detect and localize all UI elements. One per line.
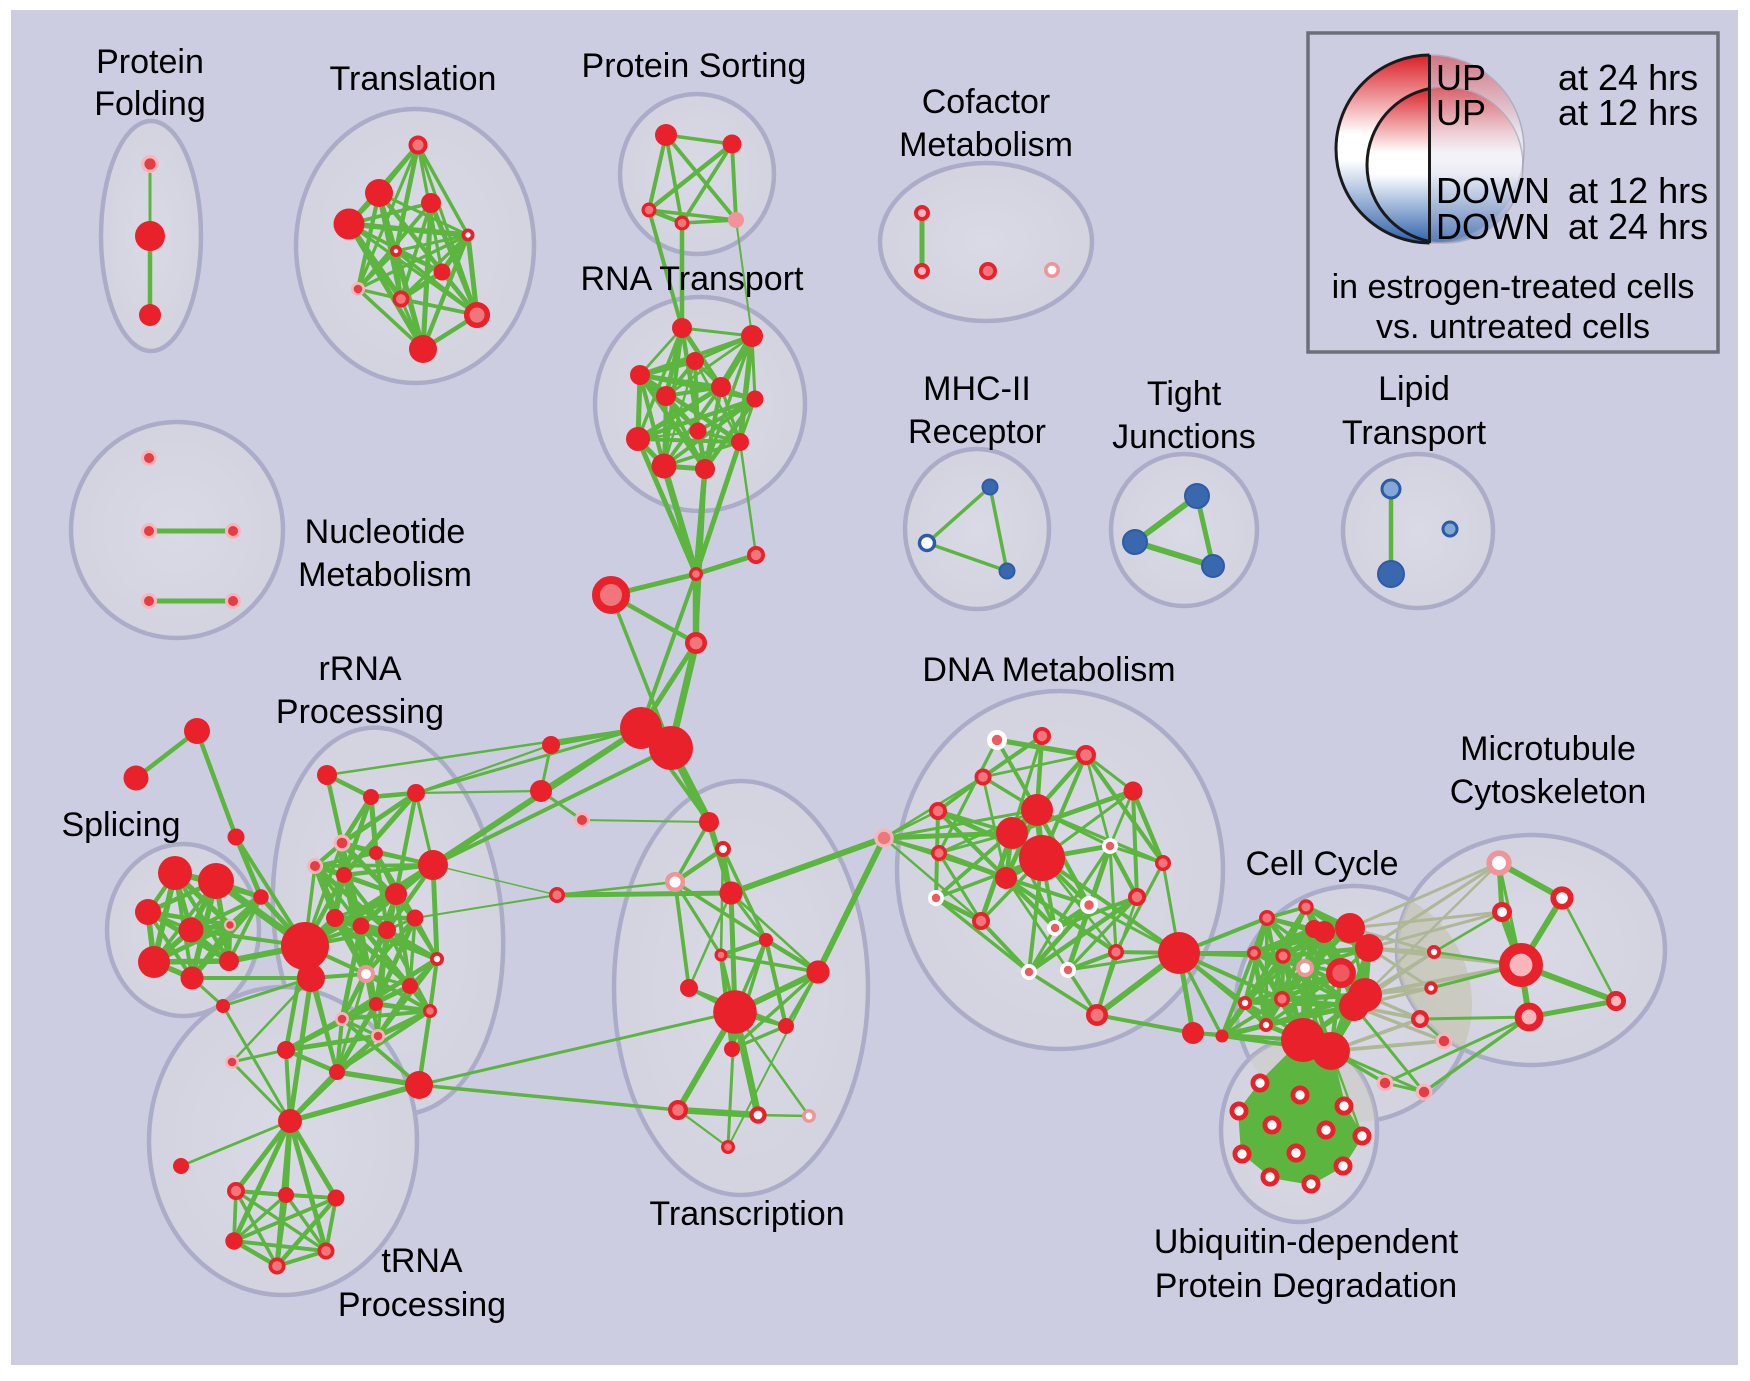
svg-text:Protein Degradation: Protein Degradation: [1155, 1267, 1457, 1305]
svg-text:Cell Cycle: Cell Cycle: [1245, 845, 1398, 883]
svg-text:at 12 hrs: at 12 hrs: [1558, 92, 1698, 133]
svg-text:Receptor: Receptor: [908, 413, 1046, 451]
svg-text:Tight: Tight: [1147, 375, 1222, 413]
svg-text:Transport: Transport: [1342, 414, 1487, 452]
svg-text:MHC-II: MHC-II: [923, 370, 1031, 408]
svg-text:Protein Sorting: Protein Sorting: [582, 47, 807, 85]
svg-text:RNA Transport: RNA Transport: [581, 260, 805, 298]
svg-text:Folding: Folding: [94, 85, 206, 123]
svg-text:Junctions: Junctions: [1112, 418, 1256, 456]
svg-text:tRNA: tRNA: [381, 1242, 463, 1280]
svg-text:Metabolism: Metabolism: [298, 556, 472, 594]
svg-text:Processing: Processing: [276, 693, 444, 731]
svg-text:in estrogen-treated cells: in estrogen-treated cells: [1332, 268, 1695, 306]
svg-text:Lipid: Lipid: [1378, 370, 1450, 408]
svg-text:UP: UP: [1436, 92, 1486, 133]
svg-text:rRNA: rRNA: [318, 650, 401, 688]
svg-text:DOWN: DOWN: [1436, 170, 1550, 211]
svg-text:Nucleotide: Nucleotide: [305, 513, 466, 551]
svg-text:Ubiquitin-dependent: Ubiquitin-dependent: [1154, 1223, 1459, 1261]
svg-text:UP: UP: [1436, 57, 1486, 98]
svg-text:DNA Metabolism: DNA Metabolism: [922, 651, 1175, 689]
svg-text:Transcription: Transcription: [649, 1195, 844, 1233]
svg-text:DOWN: DOWN: [1436, 206, 1550, 247]
svg-text:Protein: Protein: [96, 43, 204, 81]
svg-text:at 24 hrs: at 24 hrs: [1568, 206, 1708, 247]
svg-text:at 24 hrs: at 24 hrs: [1558, 57, 1698, 98]
svg-text:Translation: Translation: [330, 60, 497, 98]
svg-text:Metabolism: Metabolism: [899, 126, 1073, 164]
svg-text:at 12 hrs: at 12 hrs: [1568, 170, 1708, 211]
svg-text:vs. untreated cells: vs. untreated cells: [1376, 308, 1650, 346]
svg-text:Microtubule: Microtubule: [1460, 730, 1636, 768]
svg-text:Cytoskeleton: Cytoskeleton: [1450, 773, 1647, 811]
svg-text:Cofactor: Cofactor: [922, 83, 1051, 121]
svg-text:Splicing: Splicing: [61, 806, 180, 844]
svg-text:Processing: Processing: [338, 1286, 506, 1324]
